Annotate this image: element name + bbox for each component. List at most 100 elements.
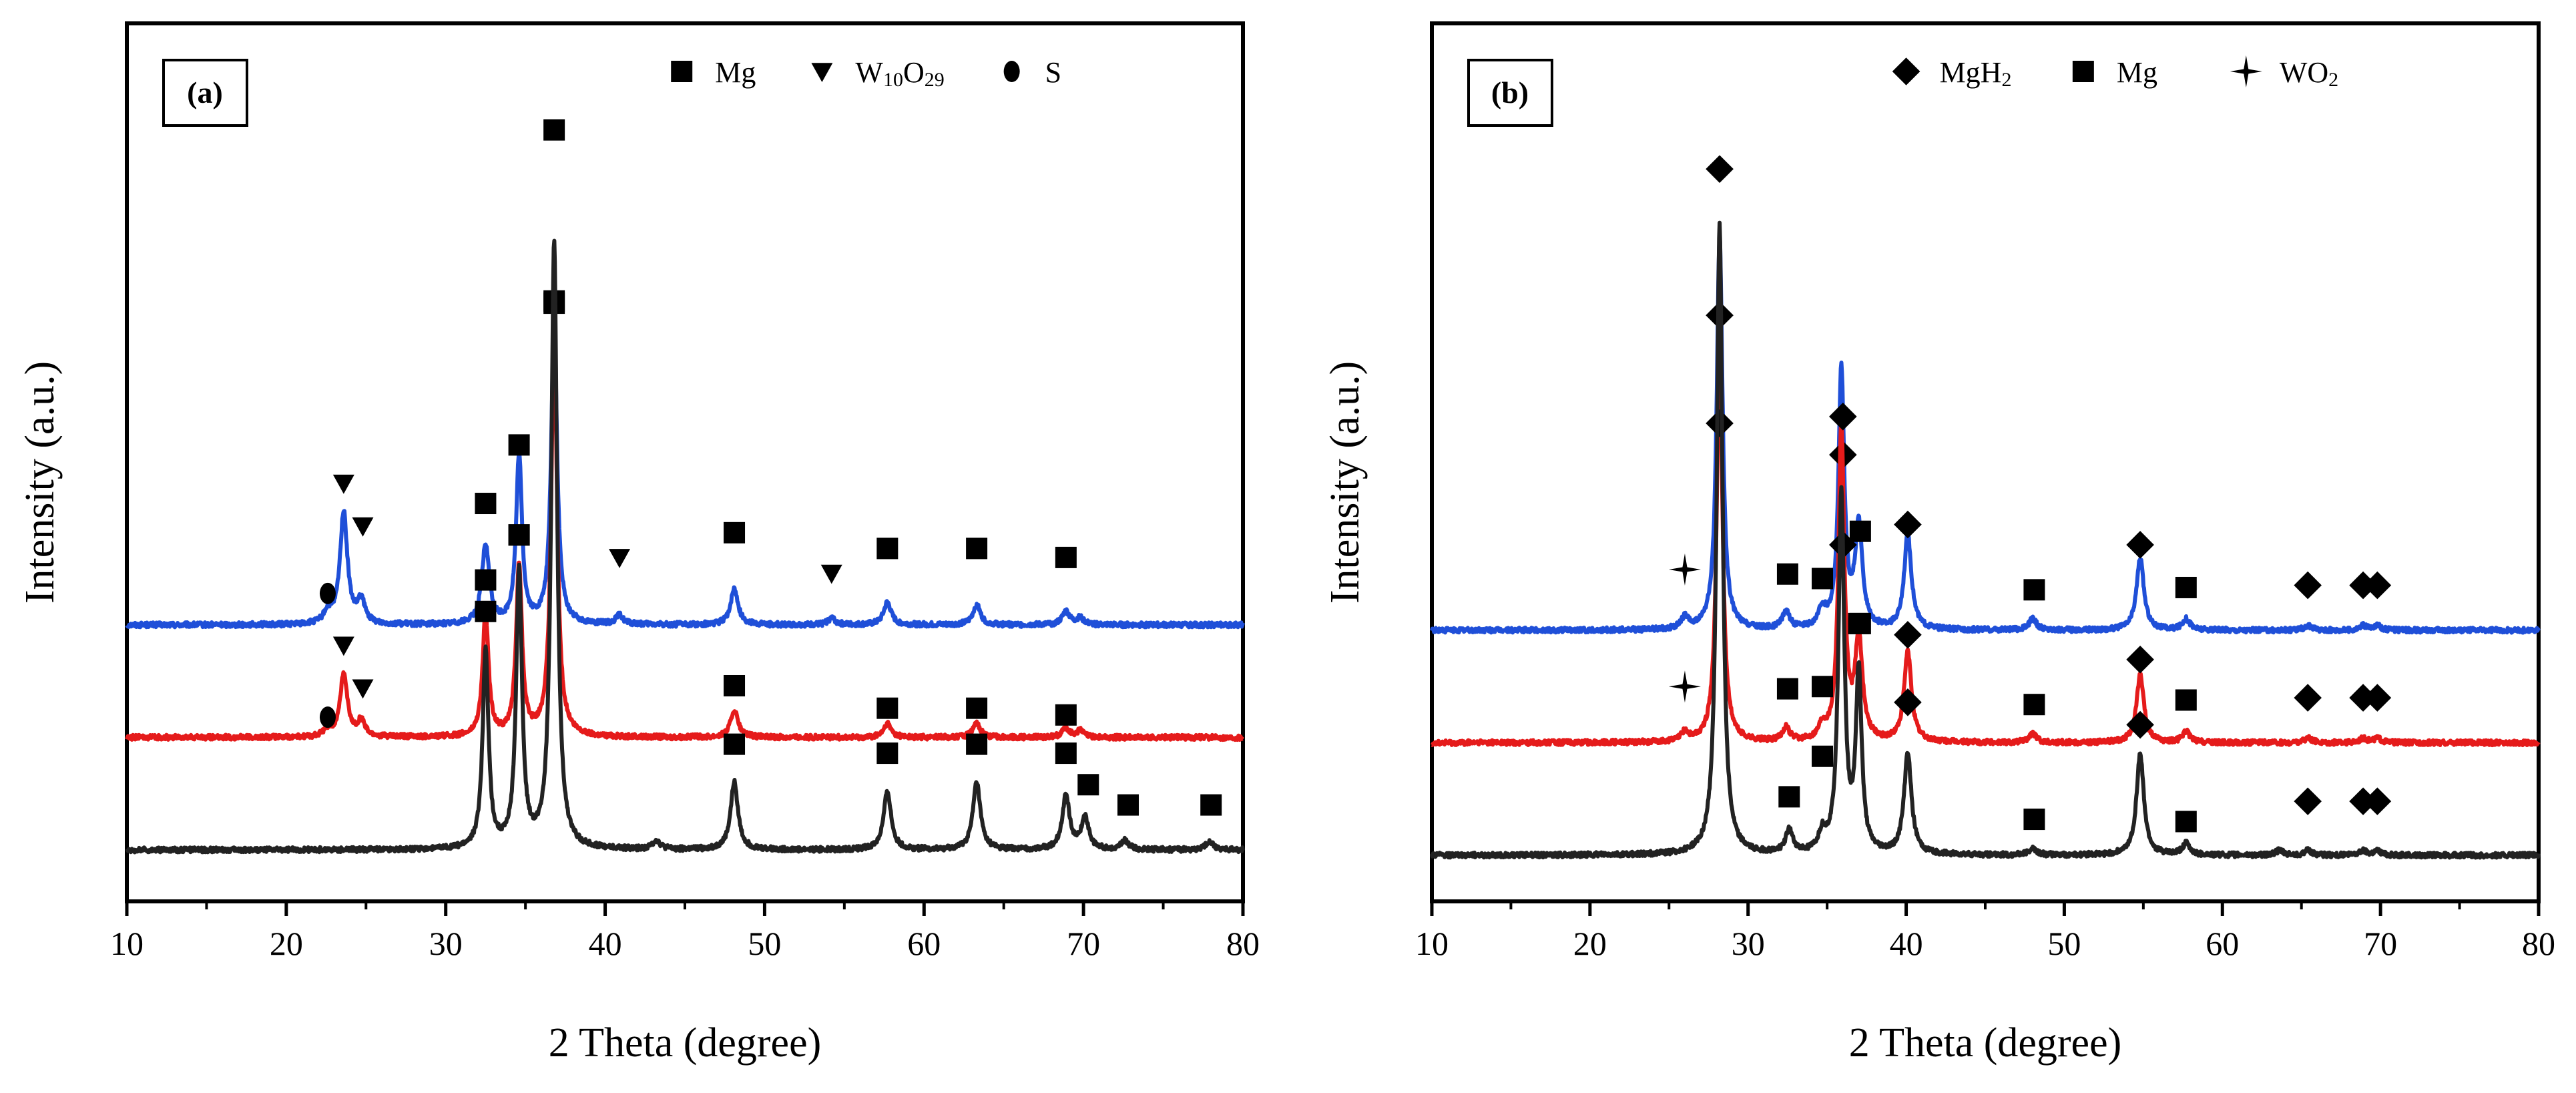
- y-axis-title: Intensity (a.u.): [17, 361, 63, 604]
- x-axis-title: 2 Theta (degree): [549, 1020, 822, 1066]
- legend-marker-star4: [2230, 55, 2262, 87]
- marker-square: [724, 674, 746, 696]
- marker-triangle-down: [820, 564, 842, 584]
- x-tick-label: 10: [1415, 925, 1449, 962]
- marker-square: [2023, 579, 2045, 601]
- marker-triangle-down: [352, 679, 374, 699]
- marker-square: [966, 537, 988, 560]
- marker-triangle-down: [332, 636, 354, 656]
- trace-blue: [1430, 233, 2541, 635]
- marker-triangle-down: [352, 517, 374, 537]
- marker-square: [1778, 786, 1800, 808]
- marker-diamond: [1894, 688, 1922, 716]
- marker-diamond: [2294, 684, 2322, 712]
- legend-marker-circle: [1003, 61, 1020, 82]
- panel-label: (b): [1491, 75, 1529, 110]
- trace-blue: [125, 319, 1245, 630]
- x-tick-label: 50: [748, 925, 781, 962]
- marker-square: [475, 569, 497, 591]
- marker-diamond: [2349, 787, 2377, 815]
- x-tick-label: 40: [1890, 925, 1923, 962]
- x-tick-label: 70: [1067, 925, 1100, 962]
- panel-label-box: [1467, 59, 1553, 127]
- legend-marker-triangle-down: [811, 63, 833, 82]
- marker-circle: [319, 706, 336, 728]
- marker-square: [475, 600, 497, 622]
- legend-label: Mg: [715, 56, 756, 89]
- x-tick-label: 80: [1226, 925, 1260, 962]
- legend-marker-square: [2072, 61, 2094, 82]
- x-tick-label: 80: [2522, 925, 2555, 962]
- marker-circle: [319, 582, 336, 604]
- marker-diamond: [2126, 710, 2154, 739]
- marker-square: [2023, 694, 2045, 716]
- legend-label: MgH2: [1940, 56, 2012, 91]
- x-tick-label: 10: [110, 925, 144, 962]
- marker-square: [1055, 704, 1077, 726]
- marker-square: [724, 733, 746, 755]
- marker-diamond: [2349, 571, 2377, 600]
- x-tick-label: 60: [2206, 925, 2239, 962]
- marker-square: [1848, 612, 1870, 634]
- legend-label: Mg: [2117, 56, 2157, 89]
- x-tick-label: 40: [589, 925, 622, 962]
- legend-label: S: [1045, 56, 1061, 89]
- marker-square: [508, 434, 530, 456]
- y-axis-title: Intensity (a.u.): [1322, 361, 1368, 604]
- panel-label-box: [162, 59, 248, 127]
- marker-square: [2175, 576, 2197, 598]
- x-axis-title: 2 Theta (degree): [1849, 1020, 2122, 1066]
- marker-square: [543, 119, 565, 141]
- x-tick-label: 20: [270, 925, 303, 962]
- x-tick-label: 30: [429, 925, 463, 962]
- legend-marker-square: [671, 61, 693, 82]
- marker-triangle-down: [609, 549, 631, 568]
- marker-square: [1776, 678, 1798, 700]
- marker-diamond: [2126, 646, 2154, 674]
- marker-square: [1812, 568, 1834, 590]
- panel-a: 10 20 30 40 50 60 70 80 2 Theta (degree) Intensit…: [17, 21, 1260, 1066]
- trace-red: [1430, 347, 2541, 748]
- panel-label: (a): [187, 75, 223, 110]
- marker-square: [1812, 676, 1834, 698]
- marker-square: [966, 733, 988, 755]
- marker-square: [1117, 794, 1139, 816]
- x-tick-label: 30: [1732, 925, 1765, 962]
- marker-square: [1776, 563, 1798, 585]
- marker-square: [966, 697, 988, 719]
- marker-diamond: [1706, 409, 1734, 437]
- trace-red: [125, 330, 1245, 742]
- marker-square: [876, 537, 898, 560]
- marker-diamond: [2363, 684, 2392, 712]
- marker-square: [1077, 774, 1099, 796]
- marker-diamond: [2349, 684, 2377, 712]
- marker-diamond: [1706, 155, 1734, 183]
- marker-square: [475, 493, 497, 515]
- marker-square: [2175, 811, 2197, 833]
- trace-black: [125, 238, 1245, 855]
- x-tick-label: 70: [2364, 925, 2397, 962]
- marker-diamond: [2294, 787, 2322, 815]
- marker-star4: [1668, 670, 1701, 703]
- marker-diamond: [2363, 787, 2392, 815]
- marker-star4: [1668, 554, 1701, 586]
- legend-marker-diamond: [1892, 57, 1920, 85]
- marker-square: [876, 697, 898, 719]
- marker-square: [1055, 742, 1077, 764]
- marker-square: [724, 521, 746, 543]
- x-tick-label: 60: [907, 925, 941, 962]
- marker-square: [1200, 794, 1222, 816]
- marker-diamond: [2126, 531, 2154, 559]
- marker-diamond: [2363, 571, 2392, 600]
- x-tick-label: 50: [2047, 925, 2081, 962]
- marker-diamond: [1894, 510, 1922, 539]
- marker-square: [876, 742, 898, 764]
- marker-square: [2023, 809, 2045, 831]
- trace-black: [1430, 220, 2541, 860]
- marker-square: [1812, 745, 1834, 767]
- marker-triangle-down: [332, 474, 354, 494]
- marker-diamond: [1894, 620, 1922, 649]
- marker-square: [508, 524, 530, 546]
